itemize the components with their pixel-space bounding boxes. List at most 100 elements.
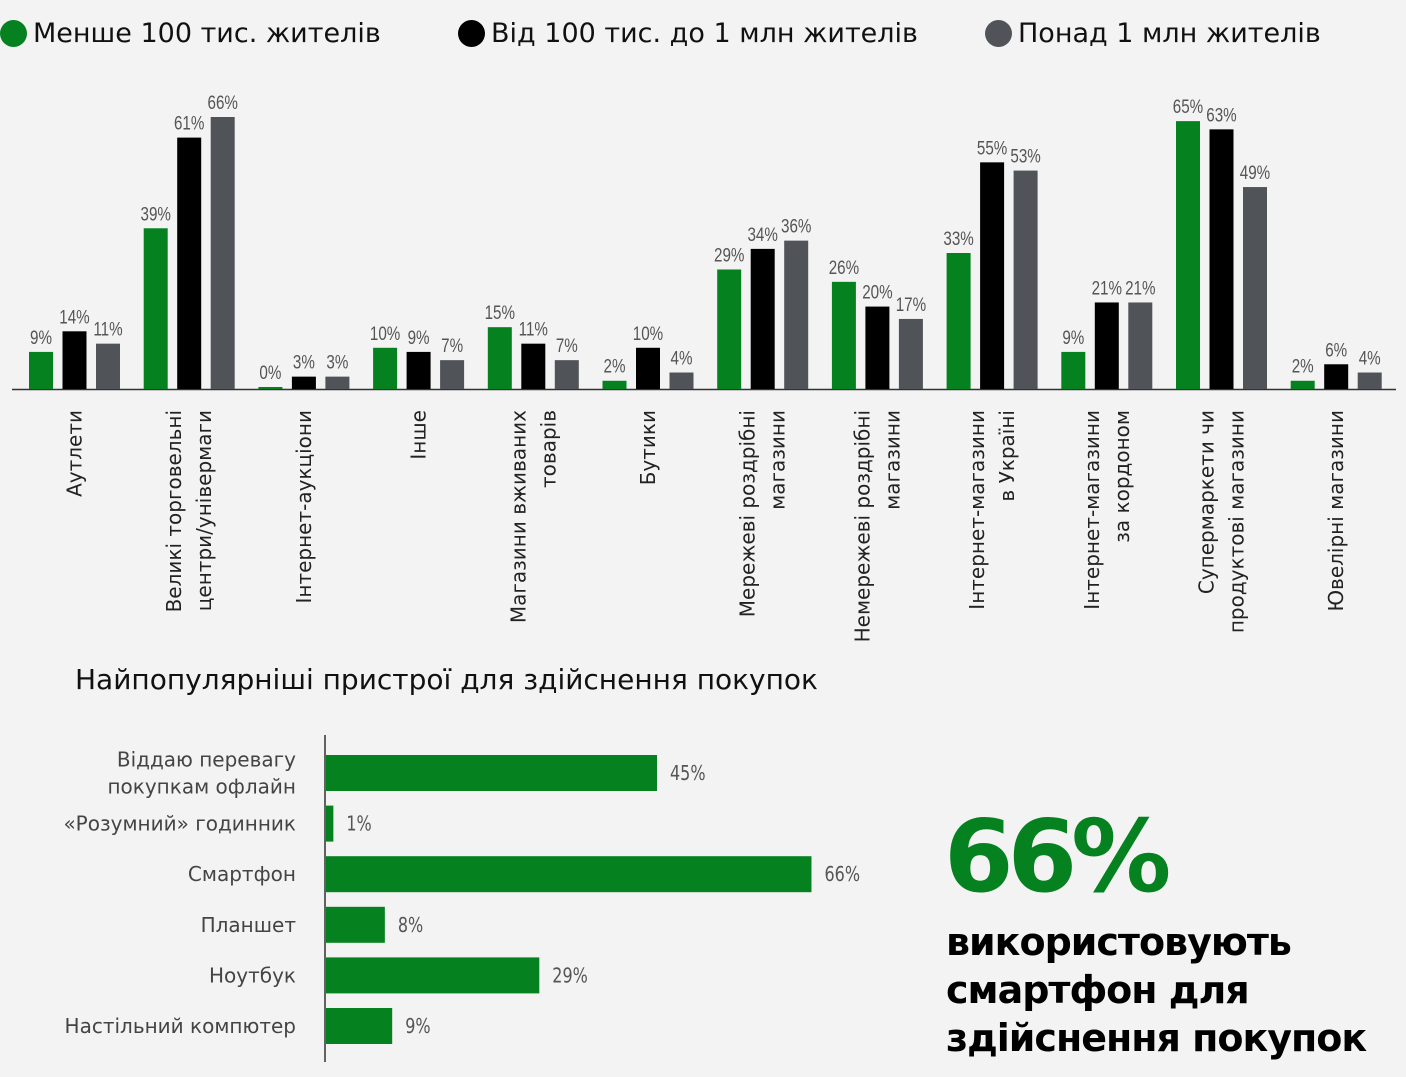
data-label: 4% — [1359, 347, 1381, 369]
category-label: Смартфон — [188, 862, 296, 886]
bar — [373, 347, 398, 389]
data-label: 2% — [604, 355, 626, 377]
data-label: 55% — [977, 137, 1007, 159]
callout-line: смартфон для — [946, 968, 1250, 1012]
callout-line: використовують — [946, 920, 1292, 964]
data-label: 9% — [1062, 326, 1084, 348]
bar — [1209, 129, 1234, 389]
category-label: «Розумний» годинник — [63, 812, 296, 836]
bar — [980, 162, 1005, 389]
legend-dot-icon — [0, 20, 27, 47]
data-label: 45% — [670, 762, 706, 785]
data-label: 53% — [1010, 145, 1040, 167]
data-label: 6% — [1325, 339, 1347, 361]
category-label: Віддаю перевагу — [117, 748, 296, 772]
bar — [636, 347, 660, 389]
bar — [326, 1008, 393, 1044]
bar — [831, 281, 856, 389]
bar — [602, 380, 627, 389]
bar — [865, 306, 890, 389]
bar — [326, 805, 334, 842]
bar — [210, 117, 235, 389]
bar — [440, 360, 465, 389]
data-label: 49% — [1240, 161, 1270, 183]
data-label: 9% — [30, 326, 52, 348]
bar — [143, 228, 168, 389]
data-label: 21% — [1092, 277, 1122, 299]
bar — [1094, 302, 1119, 389]
bar — [717, 269, 742, 389]
bar — [750, 248, 775, 389]
legend-item-large: Понад 1 млн жителів — [985, 18, 1321, 49]
bar — [29, 351, 53, 389]
callout-text: використовують смартфон для здійснення п… — [946, 918, 1406, 1062]
bar — [1290, 380, 1315, 389]
data-label: 8% — [398, 914, 423, 937]
data-label: 4% — [671, 347, 693, 369]
data-label: 29% — [714, 244, 744, 266]
data-label: 34% — [748, 223, 778, 245]
devices-chart-title: Найпопулярніші пристрої для здійснення п… — [75, 663, 818, 696]
category-label: Великі торговельні — [162, 410, 186, 612]
data-label: 33% — [943, 227, 973, 249]
bar — [487, 327, 512, 389]
data-label: 63% — [1206, 104, 1236, 126]
bar — [1013, 170, 1038, 389]
data-label: 3% — [293, 351, 315, 373]
legend-label: Менше 100 тис. жителів — [33, 18, 381, 49]
legend-dot-icon — [458, 20, 485, 47]
legend-label: Від 100 тис. до 1 млн жителів — [491, 18, 918, 49]
bar — [1128, 302, 1153, 389]
bar — [62, 331, 87, 389]
category-label: Планшет — [201, 913, 297, 937]
data-label: 14% — [59, 306, 89, 328]
bar — [898, 318, 923, 389]
bar — [1324, 364, 1349, 389]
bar — [326, 957, 540, 994]
data-label: 11% — [519, 318, 548, 340]
bar — [326, 856, 812, 893]
data-label: 7% — [556, 334, 578, 356]
category-label: Інтернет-аукціони — [292, 410, 316, 604]
data-label: 3% — [326, 351, 348, 373]
callout-line: здійснення покупок — [946, 1016, 1367, 1060]
category-label: Ноутбук — [209, 963, 296, 987]
category-label: магазини — [880, 410, 904, 510]
bar — [406, 351, 431, 389]
legend-dot-icon — [985, 20, 1012, 47]
category-label: товарів — [536, 410, 560, 488]
category-label: Інтернет-магазини — [965, 410, 989, 610]
bar — [1357, 372, 1382, 389]
legend-item-small: Менше 100 тис. жителів — [0, 18, 381, 49]
data-label: 66% — [824, 864, 860, 887]
bar — [325, 376, 350, 389]
bar — [96, 343, 120, 389]
bar — [946, 253, 971, 389]
legend-label: Понад 1 млн жителів — [1018, 18, 1321, 49]
bar — [1061, 351, 1086, 389]
data-label: 11% — [93, 318, 122, 340]
bar — [291, 376, 316, 389]
data-label: 39% — [141, 203, 171, 225]
data-label: 20% — [862, 281, 892, 303]
bar — [1176, 121, 1200, 389]
data-label: 36% — [781, 215, 811, 237]
category-label: Аутлети — [63, 410, 87, 497]
data-label: 0% — [259, 361, 281, 383]
category-label: Немережеві роздрібні — [850, 410, 874, 642]
category-label: покупкам офлайн — [107, 775, 296, 799]
bar — [177, 137, 202, 389]
category-label: Інше — [407, 410, 431, 460]
data-label: 17% — [896, 293, 926, 315]
bar — [669, 372, 694, 389]
category-label: Бутики — [636, 410, 660, 485]
category-label: центри/універмаги — [192, 410, 216, 611]
data-label: 26% — [829, 256, 859, 278]
category-label: магазини — [766, 410, 790, 510]
category-label: в Україні — [995, 410, 1019, 502]
bar — [326, 755, 657, 791]
data-label: 1% — [346, 813, 371, 836]
data-label: 7% — [441, 334, 463, 356]
bar — [258, 387, 283, 389]
category-label: продуктові магазини — [1225, 410, 1249, 633]
